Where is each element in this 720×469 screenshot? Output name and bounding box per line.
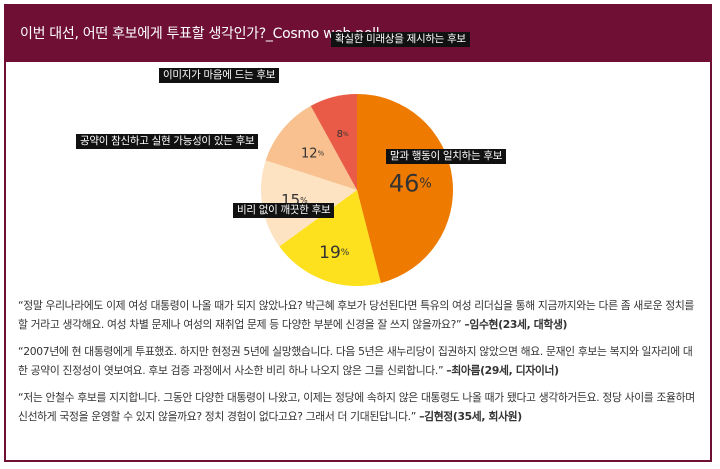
slice-label-pledges: 공약이 참신하고 실현 가능성이 있는 후보 [76,134,259,149]
comment-author: –김현정(35세, 회사원) [419,410,522,423]
comment-author: –임수현(23세, 대학생) [464,318,568,331]
comment-text: “저는 안철수 후보를 지지합니다. 그동안 다양한 대통령이 나왔고, 이제는… [18,391,695,423]
header-bar: 이번 대선, 어떤 후보에게 투표할 생각인가?_Cosmo web poll [6,6,710,62]
slice-label-consistent: 말과 행동이 일치하는 후보 [386,149,507,164]
pie-slice-vision [310,94,357,190]
slice-label-vision: 확실한 미래상을 제시하는 후보 [331,32,470,47]
comment-text: “정말 우리나라에도 이제 여성 대통령이 나올 때가 되지 않았나요? 박근혜… [18,299,694,331]
value-label-vision: 8% [337,129,349,140]
value-label-clean: 19% [319,243,350,263]
comments-section: “정말 우리나라에도 이제 여성 대통령이 나올 때가 되지 않았나요? 박근혜… [18,296,698,434]
comment-item: “2007년에 현 대통령에게 투표했죠. 하지만 현정권 5년에 실망했습니다… [18,342,698,380]
comment-text: “2007년에 현 대통령에게 투표했죠. 하지만 현정권 5년에 실망했습니다… [18,345,693,377]
slice-label-image: 이미지가 마음에 드는 후보 [159,68,280,83]
pie-slice-consistent [357,94,454,283]
page-title: 이번 대선, 어떤 후보에게 투표할 생각인가?_Cosmo web poll [20,26,380,42]
pie-slice-clean [279,190,381,286]
comment-item: “정말 우리나라에도 이제 여성 대통령이 나올 때가 되지 않았나요? 박근혜… [18,296,698,334]
poll-card: 이번 대선, 어떤 후보에게 투표할 생각인가?_Cosmo web poll … [4,4,712,462]
value-label-image: 12% [301,146,325,161]
comment-item: “저는 안철수 후보를 지지합니다. 그동안 다양한 대통령이 나왔고, 이제는… [18,388,698,426]
comment-author: –최아름(29세, 디자이너) [446,364,559,377]
value-label-consistent: 46% [389,169,432,197]
pie-slice-image [265,105,357,190]
pie-chart: 46%19%15%12%8% [261,94,454,286]
slice-label-clean: 비리 없이 깨끗한 후보 [233,203,335,218]
